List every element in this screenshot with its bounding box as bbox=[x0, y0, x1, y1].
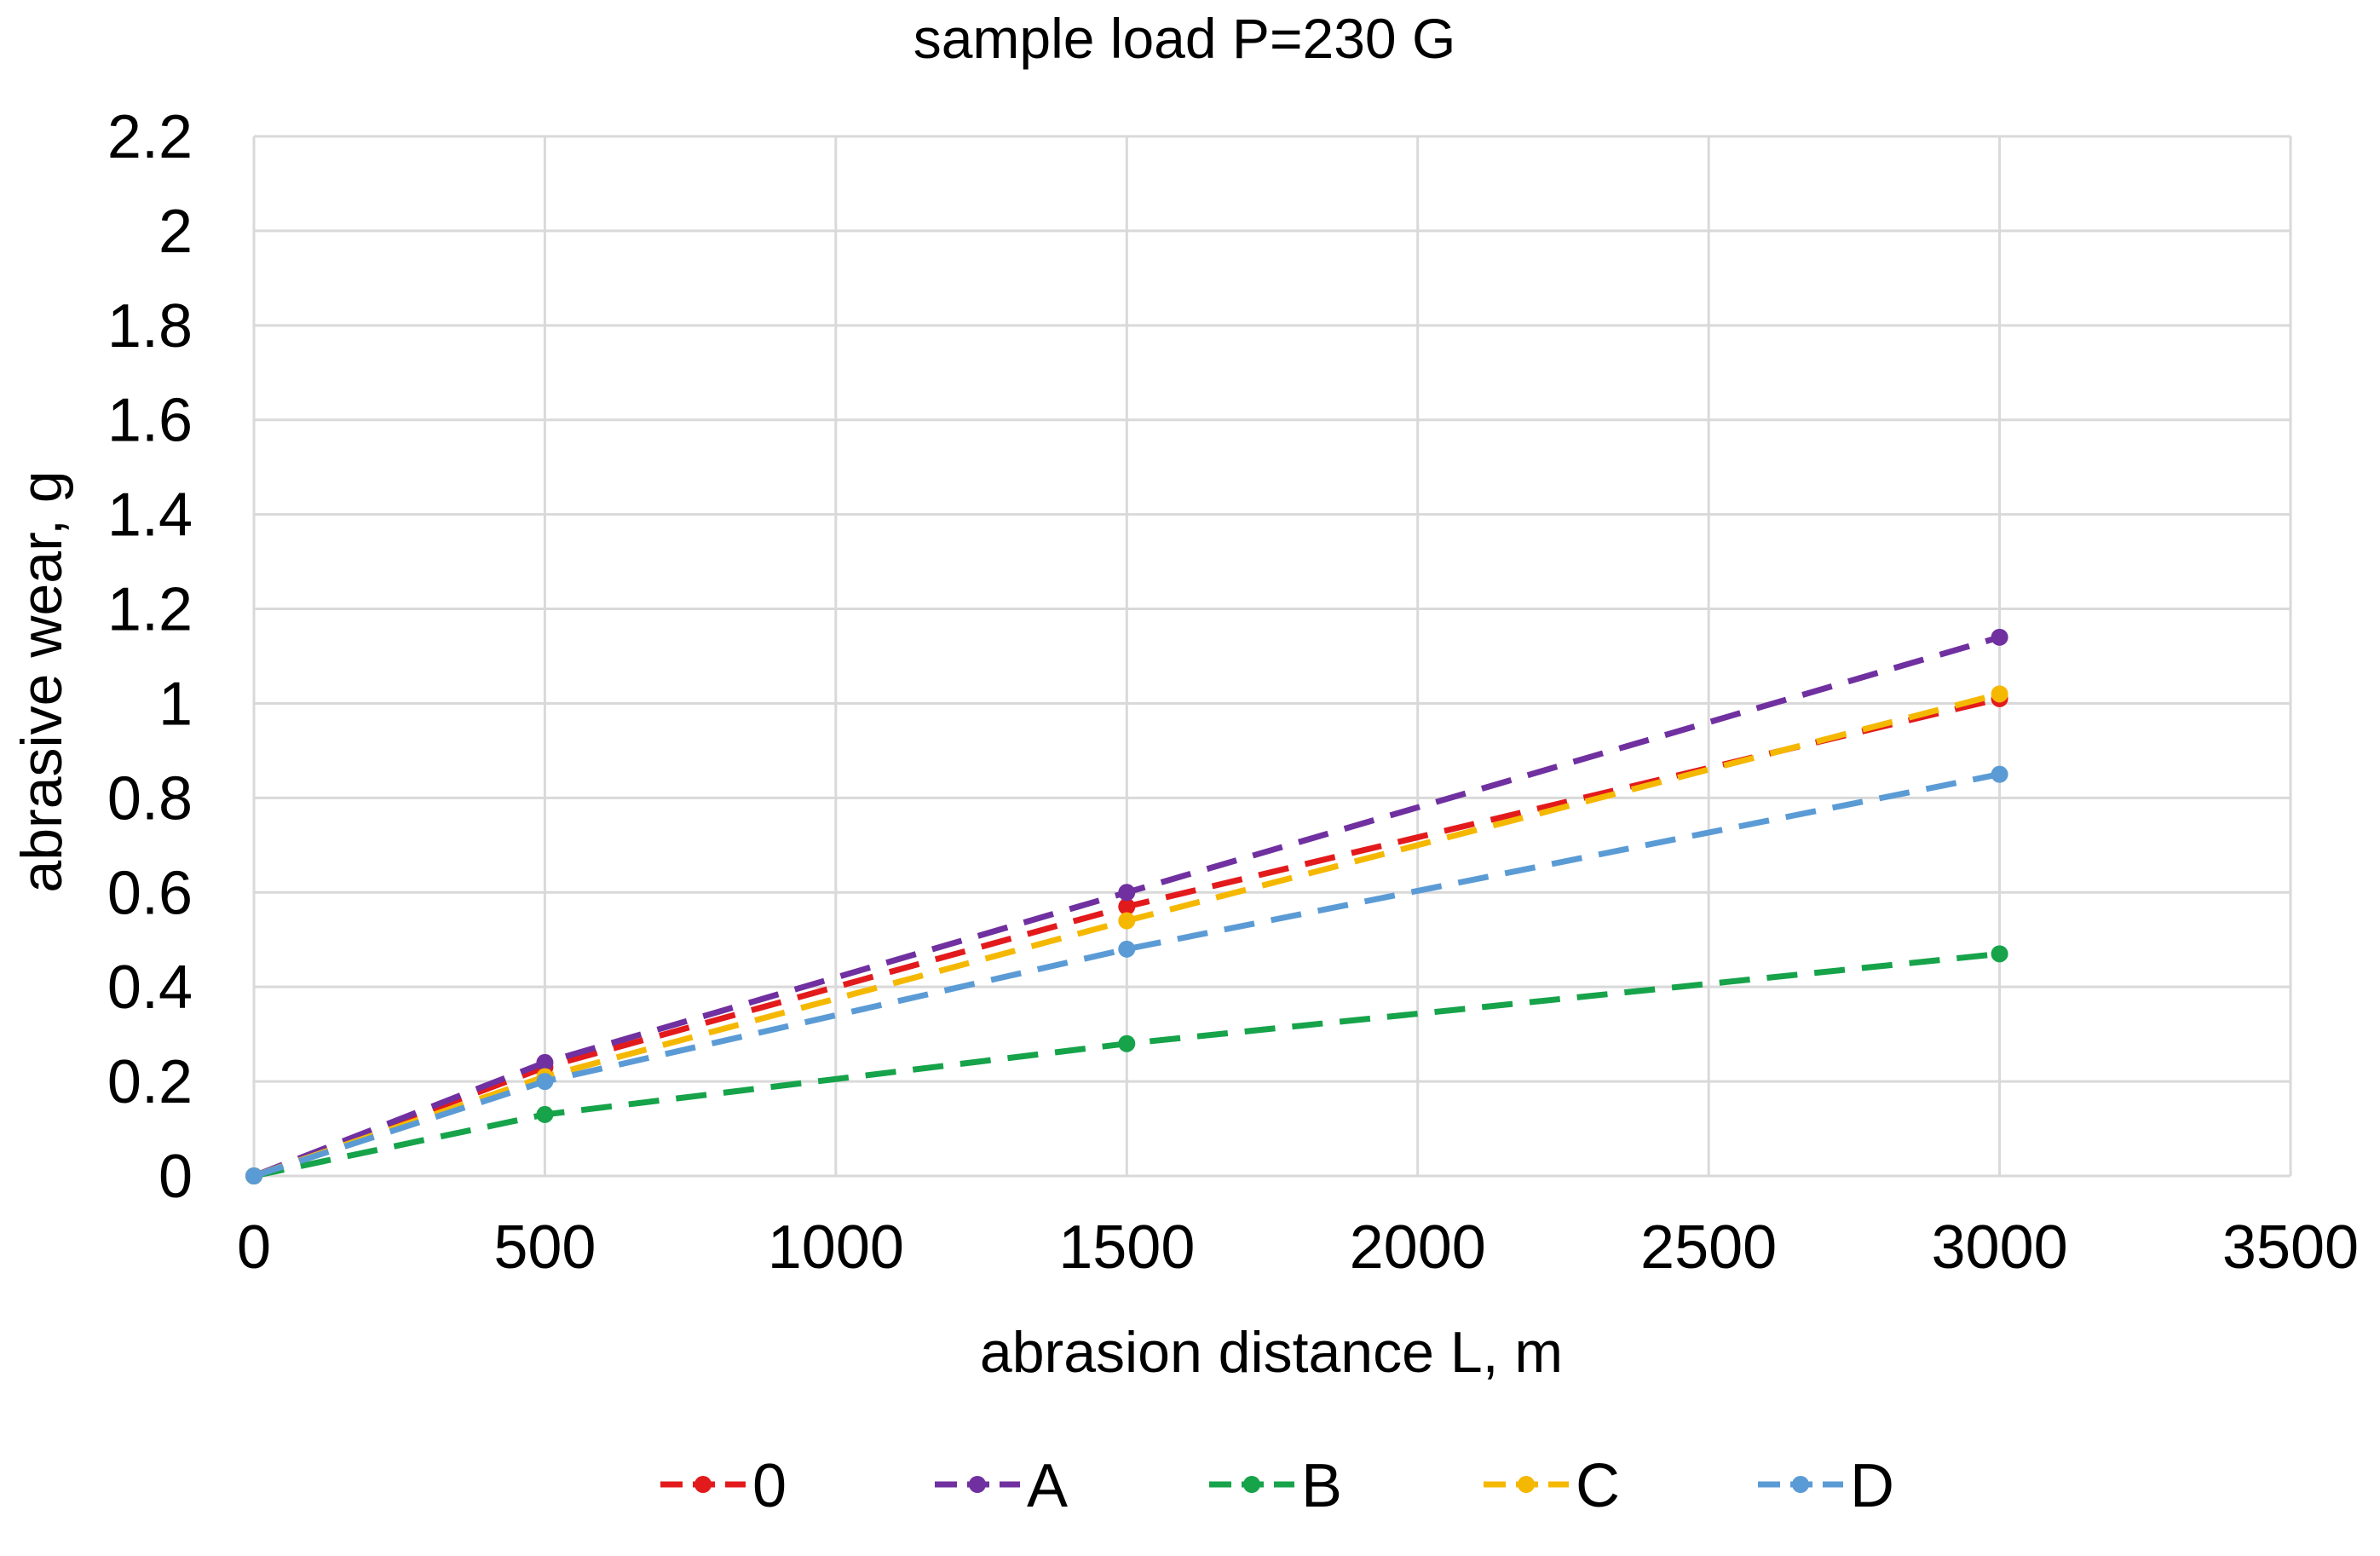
legend-label: D bbox=[1850, 1452, 1894, 1520]
legend-marker bbox=[1518, 1476, 1535, 1493]
x-tick-label: 2500 bbox=[1640, 1213, 1777, 1282]
legend-label: 0 bbox=[752, 1452, 787, 1520]
x-tick-label: 3500 bbox=[2222, 1213, 2359, 1282]
y-tick-label: 0.4 bbox=[107, 954, 193, 1022]
legend-marker bbox=[1792, 1476, 1809, 1493]
y-tick-label: 2.2 bbox=[107, 103, 193, 171]
legend-marker bbox=[969, 1476, 986, 1493]
x-tick-label: 500 bbox=[493, 1213, 596, 1282]
x-tick-label: 1000 bbox=[768, 1213, 904, 1282]
axes: 0 0.2 0.4 0.6 0.8 1 1.2 1.4 1.6 1.8 2 2.2 0 500 1000 15… bbox=[107, 103, 2359, 1282]
data-point bbox=[536, 1073, 554, 1091]
x-tick-label: 0 bbox=[237, 1213, 271, 1282]
series-layer bbox=[245, 628, 2008, 1184]
grid bbox=[252, 135, 2292, 1178]
series-line bbox=[252, 771, 2001, 1179]
y-tick-label: 1.4 bbox=[107, 481, 193, 550]
series-D bbox=[245, 765, 2008, 1184]
data-point bbox=[1991, 945, 2008, 963]
legend-item: D bbox=[1758, 1452, 1894, 1520]
y-tick-label: 2 bbox=[158, 198, 193, 266]
legend-item: 0 bbox=[660, 1452, 787, 1520]
legend-item: C bbox=[1484, 1452, 1620, 1520]
y-axis-title: abrasive wear, g bbox=[9, 470, 74, 892]
y-tick-label: 1.8 bbox=[107, 292, 193, 360]
series-line bbox=[252, 634, 2001, 1179]
legend-marker bbox=[1243, 1476, 1260, 1493]
data-point bbox=[1118, 897, 1136, 915]
y-tick-label: 1.2 bbox=[107, 576, 193, 644]
data-point bbox=[536, 1105, 554, 1123]
y-tick-label: 0.6 bbox=[107, 859, 193, 927]
legend-label: B bbox=[1301, 1452, 1342, 1520]
legend-item: A bbox=[935, 1452, 1068, 1520]
data-point bbox=[1118, 912, 1136, 930]
x-tick-label: 1500 bbox=[1058, 1213, 1195, 1282]
y-tick-label: 0.2 bbox=[107, 1048, 193, 1116]
x-tick-label: 2000 bbox=[1350, 1213, 1486, 1282]
y-tick-label: 1 bbox=[158, 670, 193, 738]
y-tick-label: 1.6 bbox=[107, 387, 193, 455]
x-axis-title: abrasion distance L, m bbox=[980, 1320, 1563, 1385]
data-point bbox=[1118, 1034, 1136, 1052]
series-line bbox=[253, 950, 2000, 1179]
legend-label: C bbox=[1576, 1452, 1620, 1520]
legend-label: A bbox=[1027, 1452, 1068, 1520]
x-tick-label: 3000 bbox=[1931, 1213, 2067, 1282]
legend-item: B bbox=[1209, 1452, 1342, 1520]
data-point bbox=[1991, 765, 2008, 783]
legend: 0 A B C D bbox=[660, 1452, 1894, 1520]
data-point bbox=[1118, 884, 1136, 902]
data-point bbox=[1991, 685, 2008, 703]
data-point bbox=[536, 1053, 554, 1071]
data-point bbox=[1991, 628, 2008, 646]
y-tick-label: 0.8 bbox=[107, 764, 193, 833]
legend-marker bbox=[694, 1476, 712, 1493]
y-tick-label: 0 bbox=[158, 1143, 193, 1211]
data-point bbox=[245, 1167, 262, 1184]
data-point bbox=[1118, 940, 1136, 958]
chart-title: sample load P=230 G bbox=[913, 7, 1456, 70]
